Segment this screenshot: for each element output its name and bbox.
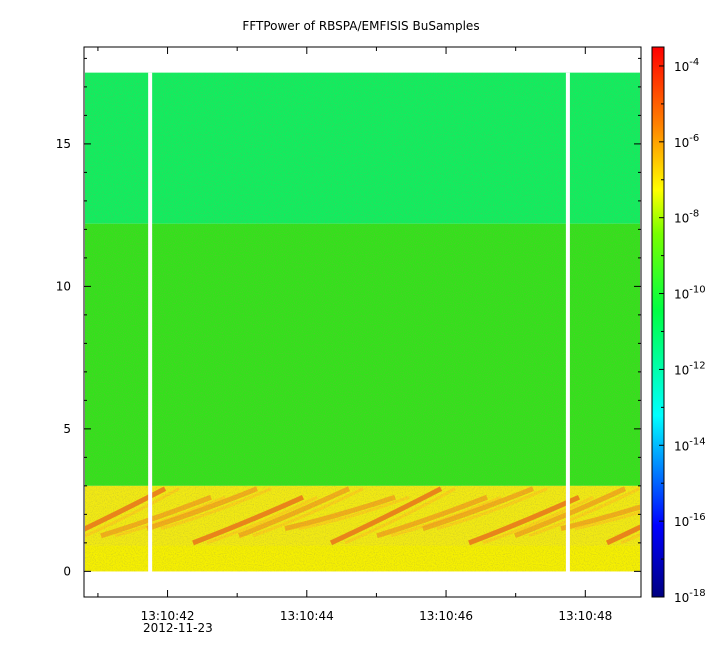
x-tick-label: 13:10:42 xyxy=(141,609,195,623)
chart-title: FFTPower of RBSPA/EMFISIS BuSamples xyxy=(242,19,479,33)
colorbar-tick-label: 10-16 xyxy=(674,512,706,529)
colorbar-tick-label: 10-14 xyxy=(674,436,706,453)
x-axis-date-label: 2012-11-23 xyxy=(143,621,213,635)
colorbar: 10-4 10-6 10-8 10-10 10-12 10-14 10-16 10-18 xyxy=(651,46,706,605)
x-axis: 13:10:42 13:10:44 13:10:46 13:10:48 xyxy=(97,47,612,623)
x-tick-label: 13:10:44 xyxy=(280,609,334,623)
colorbar-ticks: 10-4 10-6 10-8 10-10 10-12 10-14 10-16 10-18 xyxy=(659,57,706,605)
colorbar-tick-exponent: -16 xyxy=(689,512,705,523)
colorbar-tick-label: 10-12 xyxy=(674,360,706,377)
y-tick-label: 5 xyxy=(63,422,71,436)
y-axis: 0 5 10 15 xyxy=(56,57,641,578)
colorbar-tick-exponent: -6 xyxy=(689,133,699,144)
colorbar-tick-label: 10-10 xyxy=(674,285,706,302)
x-tick-label: 13:10:46 xyxy=(419,609,473,623)
colorbar-tick-label: 10-8 xyxy=(674,209,699,226)
colorbar-tick-exponent: -8 xyxy=(689,209,699,220)
plot-frame xyxy=(83,46,642,598)
data-gap xyxy=(148,72,153,573)
x-tick-label: 13:10:48 xyxy=(558,609,612,623)
colorbar-gradient xyxy=(651,46,665,598)
colorbar-tick-exponent: -12 xyxy=(689,360,705,371)
colorbar-tick-exponent: -14 xyxy=(689,436,705,447)
colorbar-tick-exponent: -4 xyxy=(689,57,699,68)
y-tick-label: 15 xyxy=(56,137,71,151)
colorbar-tick-exponent: -10 xyxy=(689,285,705,296)
data-gap xyxy=(565,72,570,573)
chorus-streak xyxy=(713,489,724,529)
plot-area xyxy=(83,46,724,598)
colorbar-tick-label: 10-18 xyxy=(674,588,706,605)
colorbar-tick-exponent: -18 xyxy=(689,588,705,599)
colorbar-tick-label: 10-6 xyxy=(674,133,699,150)
y-tick-label: 10 xyxy=(56,279,71,293)
spectrogram-texture xyxy=(85,72,640,572)
colorbar-tick-label: 10-4 xyxy=(674,57,699,74)
y-tick-label: 0 xyxy=(63,564,71,578)
data-gaps xyxy=(148,72,570,573)
